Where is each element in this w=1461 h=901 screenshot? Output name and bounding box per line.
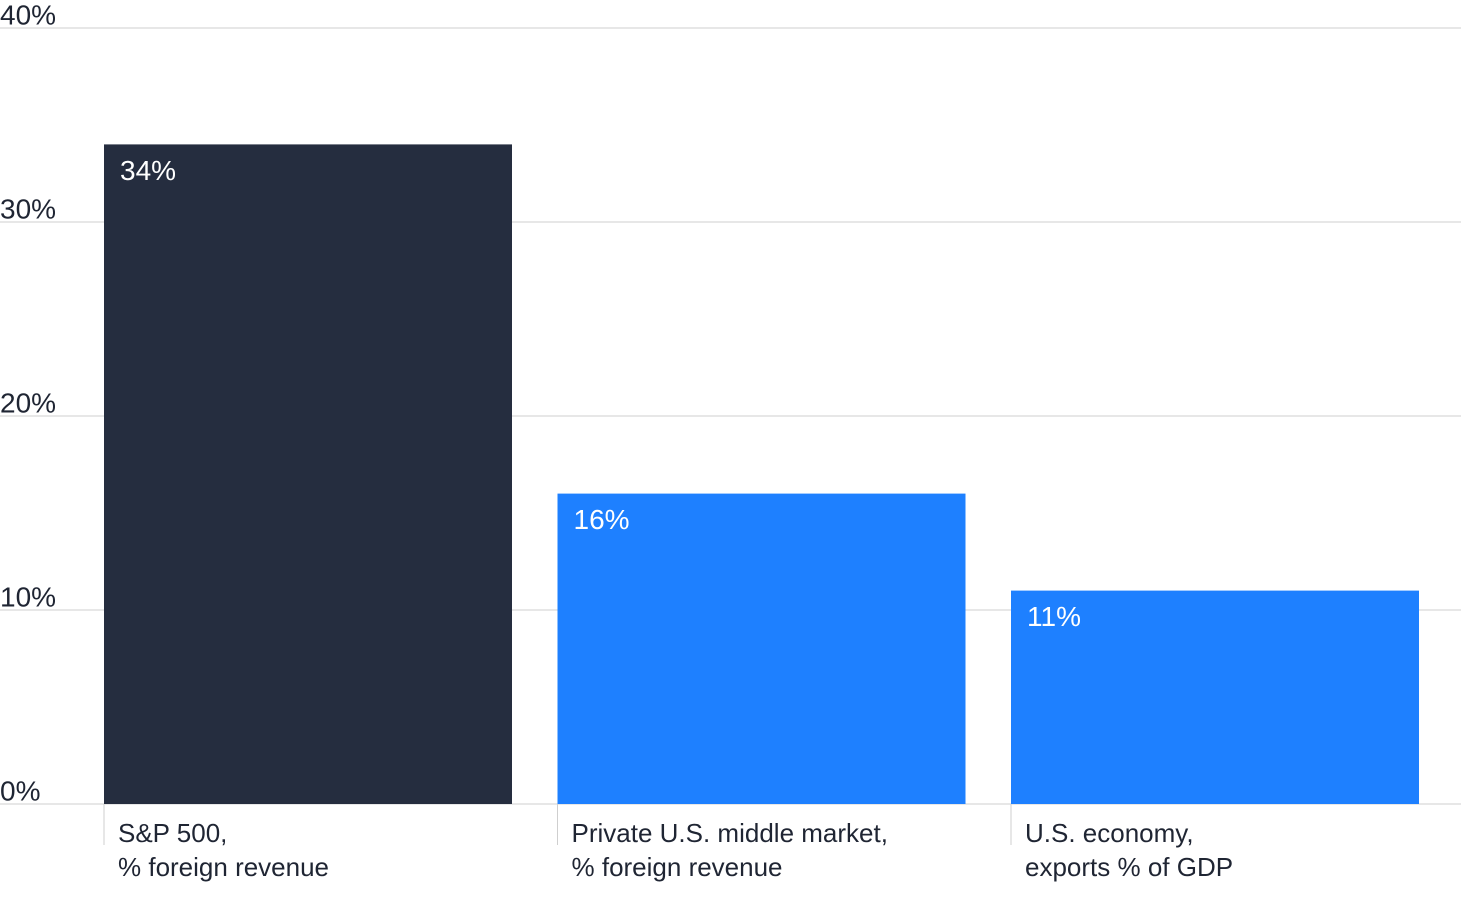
bar — [104, 144, 512, 804]
value-label: 11% — [1027, 601, 1081, 632]
x-tick-label: % foreign revenue — [118, 852, 329, 882]
bar — [1011, 590, 1419, 804]
y-tick-label: 20% — [0, 387, 56, 418]
value-label: 34% — [120, 155, 176, 186]
y-tick-label: 0% — [0, 775, 40, 806]
x-tick-label: S&P 500, — [118, 818, 227, 848]
x-tick-label: exports % of GDP — [1025, 852, 1233, 882]
value-label: 16% — [574, 504, 630, 535]
x-tick-label: U.S. economy, — [1025, 818, 1194, 848]
x-tick-label: % foreign revenue — [572, 852, 783, 882]
bar — [557, 493, 966, 804]
y-tick-label: 30% — [0, 193, 56, 224]
y-tick-label: 10% — [0, 581, 56, 612]
y-tick-label: 40% — [0, 0, 56, 30]
x-tick-label: Private U.S. middle market, — [572, 818, 888, 848]
